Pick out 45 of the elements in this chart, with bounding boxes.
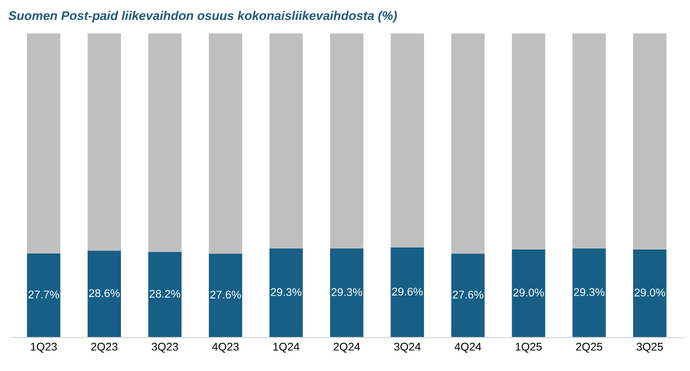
bar [148, 33, 182, 252]
x-tick-label: 3Q25 [636, 342, 663, 353]
bar [390, 33, 424, 248]
bar [633, 33, 666, 250]
bar [330, 248, 364, 338]
bar [27, 253, 60, 338]
bar [451, 33, 485, 254]
data-label: 29.3% [332, 288, 362, 296]
x-tick-label: 4Q24 [454, 342, 482, 353]
bar [512, 249, 546, 338]
bar [572, 33, 606, 248]
bar [88, 250, 121, 338]
chart-title: Suomen Post-paid liikevaihdon osuus kokonaisliikevaihdosta (%) [8, 10, 397, 23]
bar [269, 33, 303, 248]
data-label: 28.2% [150, 290, 180, 298]
x-tick-label: 3Q23 [152, 342, 178, 353]
data-label: 29.0% [634, 288, 666, 296]
bar [148, 252, 182, 338]
bar [208, 33, 242, 254]
x-tick-label: 2Q23 [91, 342, 118, 353]
bar [27, 33, 60, 254]
bar [88, 33, 121, 251]
x-tick-label: 1Q23 [30, 342, 57, 353]
bar [512, 33, 546, 250]
bar [572, 248, 606, 338]
bar [633, 249, 666, 338]
bar [208, 254, 242, 338]
data-label: 29.3% [270, 288, 302, 296]
x-tick-label: 1Q24 [273, 342, 300, 353]
bar [269, 248, 303, 338]
data-label: 27.7% [28, 290, 60, 298]
data-label: 27.6% [452, 290, 484, 299]
bar [390, 248, 424, 338]
data-label: 29.3% [574, 288, 605, 296]
data-label: 27.6% [210, 290, 241, 299]
bar [330, 33, 364, 248]
data-label: 29.0% [513, 288, 544, 296]
data-label: 29.6% [392, 288, 423, 296]
bar [451, 254, 485, 338]
data-label: 28.6% [89, 289, 120, 298]
x-tick-label: 3Q24 [394, 342, 421, 353]
x-tick-label: 2Q24 [334, 342, 360, 353]
x-tick-label: 1Q25 [516, 342, 542, 353]
x-tick-label: 4Q23 [212, 342, 239, 353]
x-tick-label: 2Q25 [576, 342, 602, 353]
